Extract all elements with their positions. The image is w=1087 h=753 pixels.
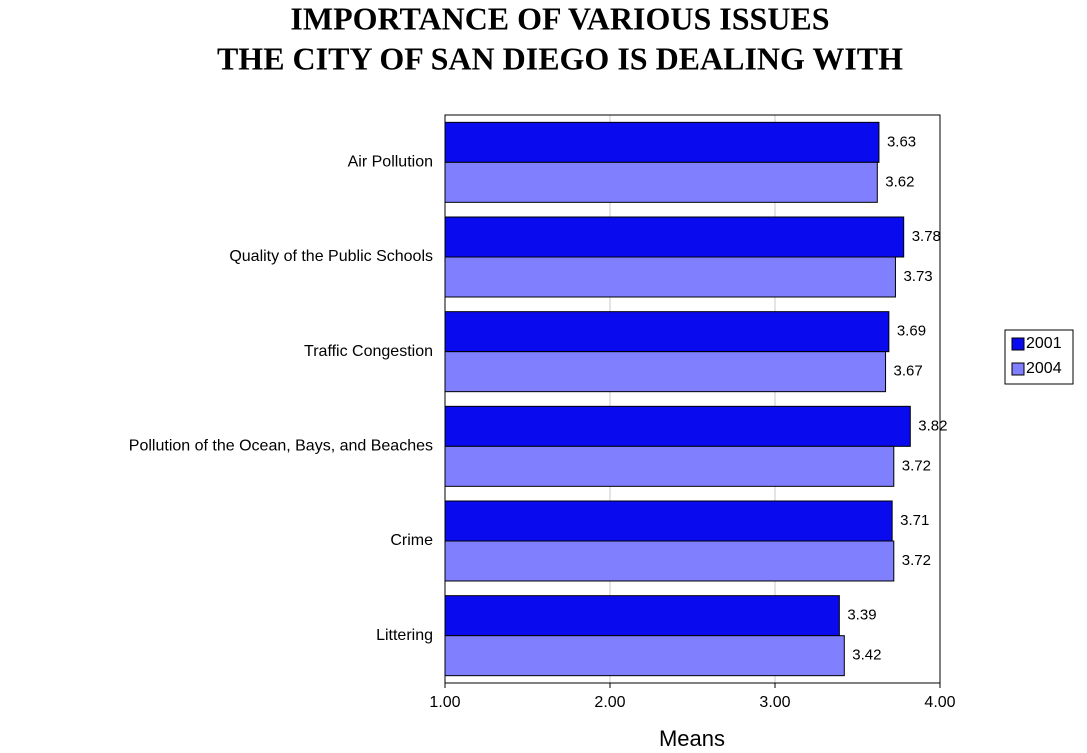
value-label: 3.73 xyxy=(903,268,932,285)
y-tick-label: Traffic Congestion xyxy=(304,343,433,360)
x-tick-label: 3.00 xyxy=(759,694,790,711)
value-label: 3.72 xyxy=(902,457,931,474)
x-tick-label: 1.00 xyxy=(429,694,460,711)
chart-title: THE CITY OF SAN DIEGO IS DEALING WITH xyxy=(217,40,903,76)
y-tick-label: Air Pollution xyxy=(348,154,433,171)
value-label: 3.42 xyxy=(852,647,881,664)
bar xyxy=(444,500,893,542)
chart-title: IMPORTANCE OF VARIOUS ISSUES xyxy=(290,0,829,36)
plot-frame xyxy=(444,114,941,684)
bar xyxy=(444,405,911,447)
legend-swatch xyxy=(1011,362,1025,376)
legend-label: 2004 xyxy=(1026,360,1062,377)
y-tick-label: Pollution of the Ocean, Bays, and Beache… xyxy=(129,438,433,455)
x-axis-title: Means xyxy=(659,726,725,751)
bar xyxy=(444,161,878,203)
bar xyxy=(444,311,890,353)
bar xyxy=(444,540,895,582)
value-label: 3.82 xyxy=(918,417,947,434)
x-tick-label: 4.00 xyxy=(924,694,955,711)
value-label: 3.78 xyxy=(912,228,941,245)
bar xyxy=(444,351,887,393)
y-tick-label: Quality of the Public Schools xyxy=(229,248,433,265)
value-label: 3.62 xyxy=(885,173,914,190)
value-label: 3.72 xyxy=(902,552,931,569)
value-label: 3.71 xyxy=(900,512,929,529)
bar xyxy=(444,216,905,258)
bar xyxy=(444,256,896,298)
bar xyxy=(444,595,840,637)
bar xyxy=(444,635,845,677)
y-tick-label: Littering xyxy=(376,627,433,644)
y-tick-label: Crime xyxy=(390,532,433,549)
bar xyxy=(444,121,880,163)
legend-label: 2001 xyxy=(1026,335,1062,352)
x-tick-label: 2.00 xyxy=(594,694,625,711)
value-label: 3.69 xyxy=(897,323,926,340)
bar xyxy=(444,445,895,487)
value-label: 3.67 xyxy=(894,363,923,380)
value-label: 3.63 xyxy=(887,133,916,150)
value-label: 3.39 xyxy=(847,607,876,624)
legend-swatch xyxy=(1011,337,1025,351)
